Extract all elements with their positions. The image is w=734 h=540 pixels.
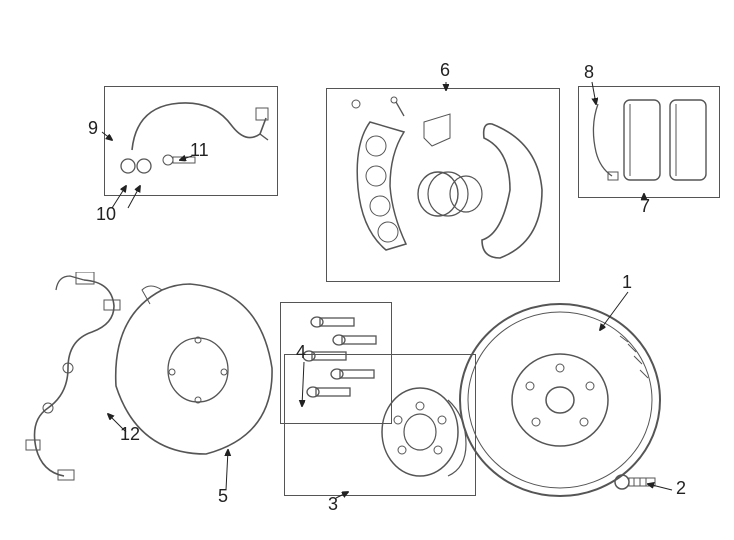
callout-2: 2 (676, 478, 686, 499)
callout-1: 1 (622, 272, 632, 293)
callout-10: 10 (96, 204, 116, 225)
callout-5: 5 (218, 486, 228, 507)
callout-9: 9 (88, 118, 98, 139)
callout-3: 3 (328, 494, 338, 515)
leader-lines (0, 0, 734, 540)
callout-7: 7 (640, 196, 650, 217)
callout-6: 6 (440, 60, 450, 81)
callout-4: 4 (296, 342, 306, 363)
callout-11: 11 (190, 140, 209, 161)
callout-8: 8 (584, 62, 594, 83)
callout-12: 12 (120, 424, 140, 445)
